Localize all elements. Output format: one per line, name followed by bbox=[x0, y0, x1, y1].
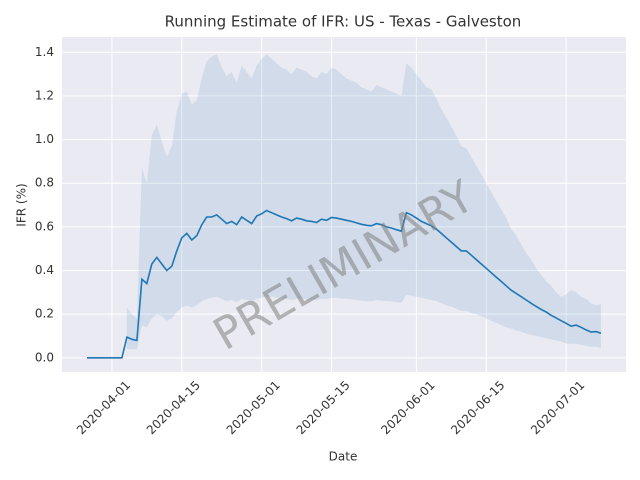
line bbox=[87, 209, 602, 359]
x-tick-label: 2020-06-15 bbox=[448, 378, 507, 437]
y-tick-label: 1.4 bbox=[35, 45, 54, 59]
plot-area bbox=[62, 37, 626, 372]
x-tick-label: 2020-05-01 bbox=[224, 378, 283, 437]
y-axis-label: IFR (%) bbox=[15, 183, 29, 226]
y-tick-label: 0.8 bbox=[35, 176, 54, 190]
chart-title: Running Estimate of IFR: US - Texas - Ga… bbox=[165, 13, 522, 31]
y-tick-label: 0.0 bbox=[35, 350, 54, 364]
confidence-band bbox=[126, 54, 602, 350]
x-tick-label: 2020-04-01 bbox=[74, 378, 133, 437]
y-tick-label: 0.6 bbox=[35, 219, 54, 233]
y-tick-label: 1.0 bbox=[35, 132, 54, 146]
x-tick-label: 2020-07-01 bbox=[528, 378, 587, 437]
y-tick-label: 1.2 bbox=[35, 88, 54, 102]
x-tick-label: 2020-05-15 bbox=[294, 378, 353, 437]
y-tick-label: 0.4 bbox=[35, 263, 54, 277]
x-tick-label: 2020-04-15 bbox=[144, 378, 203, 437]
x-axis-label: Date bbox=[329, 450, 358, 464]
x-tick-label: 2020-06-01 bbox=[378, 378, 437, 437]
y-tick-label: 0.2 bbox=[35, 307, 54, 321]
